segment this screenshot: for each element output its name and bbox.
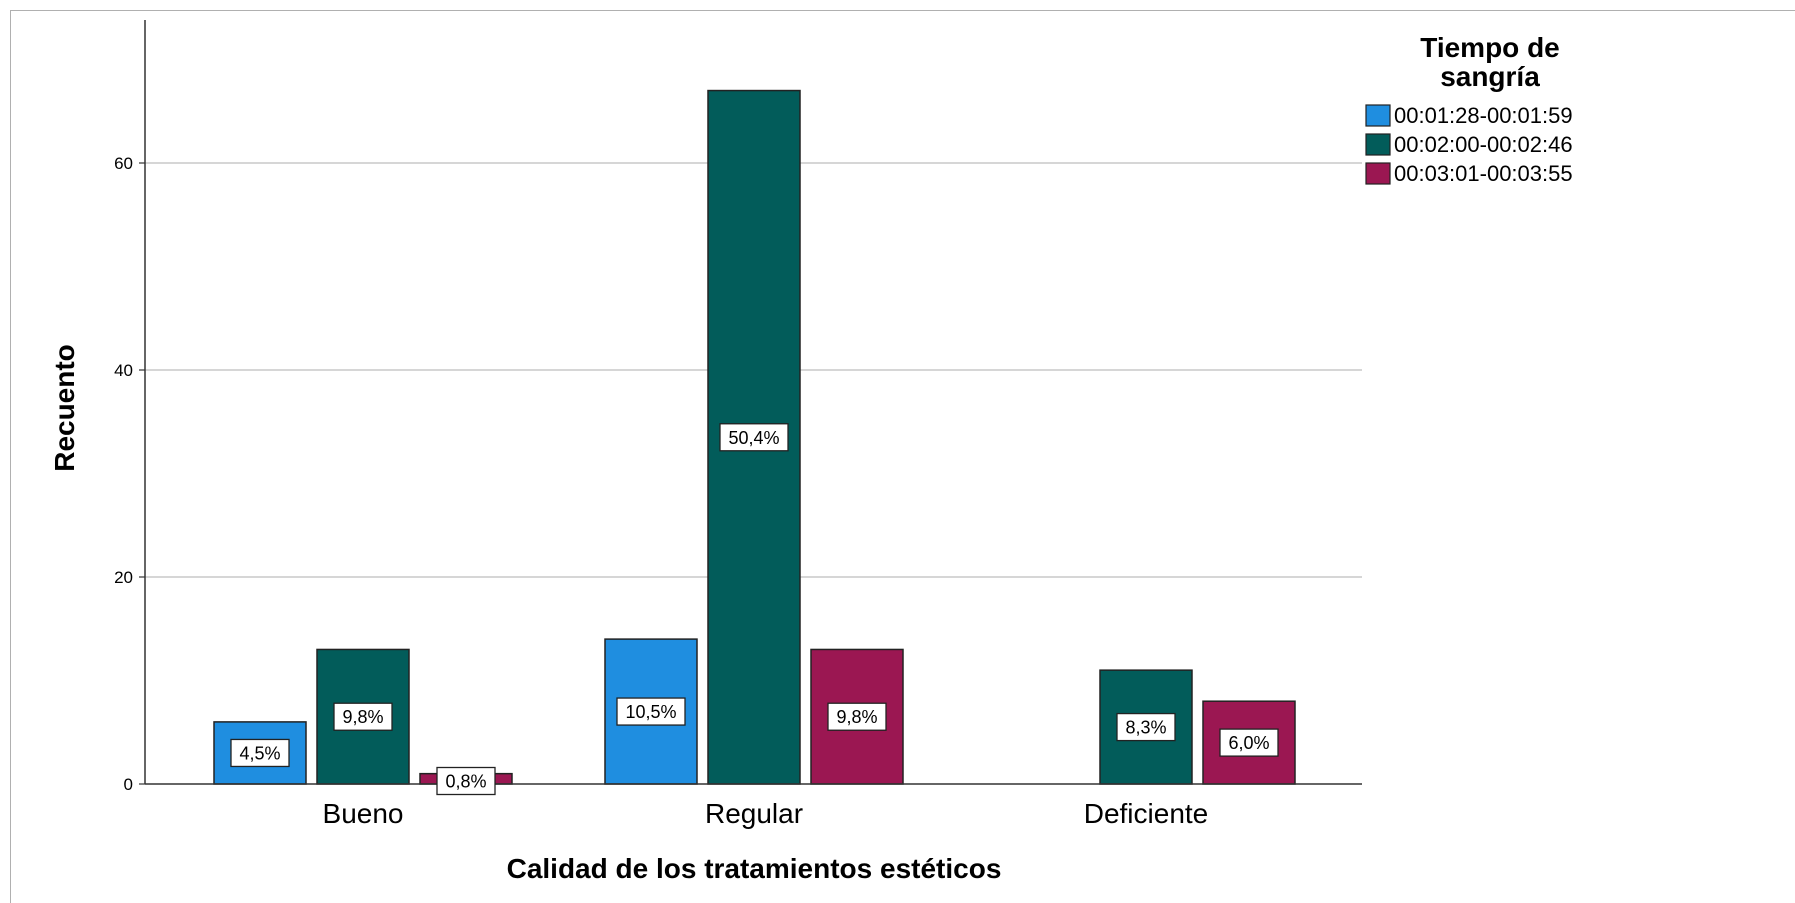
x-axis-title: Calidad de los tratamientos estéticos: [507, 853, 1002, 884]
legend-swatch: [1365, 162, 1391, 185]
data-label-box: [719, 423, 789, 452]
data-label-text: 9,8%: [836, 707, 877, 727]
legend-item-label: 00:01:28-00:01:59: [1394, 103, 1573, 128]
legend-swatch: [1365, 104, 1391, 127]
axes: [144, 20, 1362, 785]
legend-title-line-1: Tiempo de: [1420, 32, 1560, 63]
y-tick-label: 20: [114, 568, 133, 587]
x-category-label: Deficiente: [1084, 798, 1209, 829]
data-label: 4,5%: [230, 738, 290, 768]
legend: Tiempo de sangría 00:01:28-00:01:59 00:02…: [1365, 32, 1573, 186]
chart-frame: [10, 10, 1795, 903]
data-label-text: 10,5%: [625, 702, 676, 722]
x-category-labels: Bueno Regular Deficiente: [323, 798, 1209, 829]
data-label: 9,8%: [827, 702, 887, 731]
y-tick-label: 40: [114, 361, 133, 380]
y-tick-labels: 0 20 40 60: [114, 154, 145, 794]
data-label-text: 8,3%: [1125, 718, 1166, 738]
y-tick-label: 0: [124, 775, 133, 794]
legend-item-label: 00:02:00-00:02:46: [1394, 132, 1573, 157]
data-label-box: [333, 702, 393, 731]
legend-swatch: [1365, 133, 1391, 156]
data-label-text: 0,8%: [445, 772, 486, 792]
data-label-text: 6,0%: [1228, 733, 1269, 753]
data-labels: 4,5% 9,8% 0,8% 10,5% 50,4% 9,8% 8,3% 6,0%: [230, 423, 1279, 796]
x-category-label: Bueno: [323, 798, 404, 829]
data-label-box: [1219, 728, 1279, 757]
data-label-text: 4,5%: [239, 743, 280, 763]
data-label-box: [230, 738, 290, 768]
data-label: 6,0%: [1219, 728, 1279, 757]
data-label: 10,5%: [616, 697, 686, 726]
data-label: 0,8%: [436, 766, 496, 796]
legend-items: 00:01:28-00:01:59 00:02:00-00:02:46 00:03:…: [1365, 103, 1573, 186]
data-label: 8,3%: [1116, 712, 1176, 742]
legend-item-label: 00:03:01-00:03:55: [1394, 161, 1573, 186]
data-label-box: [616, 697, 686, 726]
y-tick-label: 60: [114, 154, 133, 173]
data-label-box: [436, 766, 496, 796]
x-category-label: Regular: [705, 798, 803, 829]
data-label: 50,4%: [719, 423, 789, 452]
data-label-text: 50,4%: [728, 428, 779, 448]
legend-title-line-2: sangría: [1440, 61, 1540, 92]
y-axis-title: Recuento: [49, 344, 80, 472]
data-label: 9,8%: [333, 702, 393, 731]
data-label-box: [827, 702, 887, 731]
data-label-text: 9,8%: [342, 707, 383, 727]
data-label-box: [1116, 712, 1176, 742]
